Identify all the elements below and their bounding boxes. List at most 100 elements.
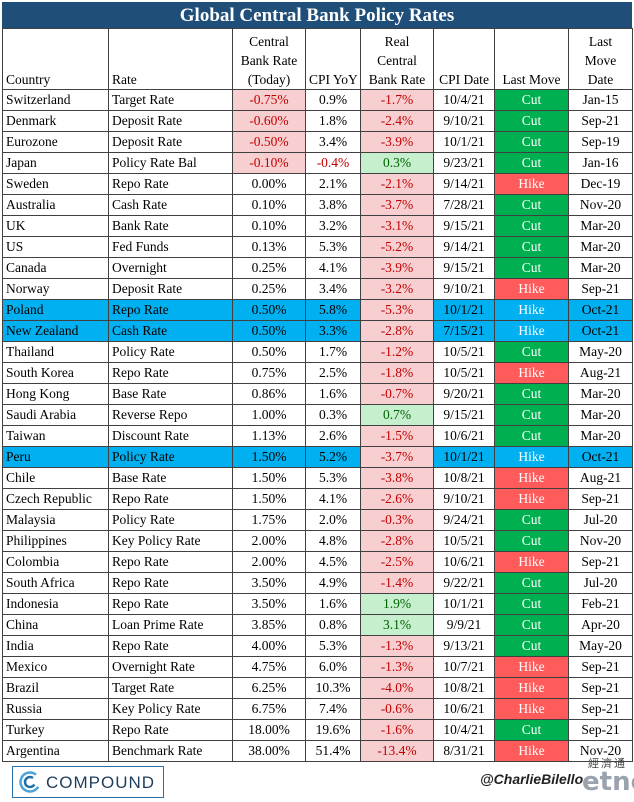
cell-cpi: 0.9% xyxy=(305,89,361,111)
cell-real-rate: -2.1% xyxy=(360,173,434,195)
cell-cb-rate: 0.50% xyxy=(232,299,306,321)
cell-last-move: Hike xyxy=(494,677,569,699)
cell-country: US xyxy=(2,236,109,258)
cell-country: Indonesia xyxy=(2,593,109,615)
cell-last-move-date: Sep-21 xyxy=(568,110,633,132)
table-row: New Zealand Cash Rate 0.50% 3.3% -2.8% 7/15/2… xyxy=(2,320,633,342)
cell-country: Thailand xyxy=(2,341,109,363)
cell-last-move: Hike xyxy=(494,446,569,468)
cell-last-move-date: Dec-19 xyxy=(568,173,633,195)
cell-country: India xyxy=(2,635,109,657)
cell-last-move-date: Mar-20 xyxy=(568,404,633,426)
col-header-cb-rate: Central Bank Rate (Today) xyxy=(232,28,306,90)
table-row: Switzerland Target Rate -0.75% 0.9% -1.7% 10/… xyxy=(2,89,633,111)
cell-cb-rate: 38.00% xyxy=(232,740,306,762)
cell-last-move-date: Sep-21 xyxy=(568,719,633,741)
cell-rate: Deposit Rate xyxy=(108,110,233,132)
table-row: Colombia Repo Rate 2.00% 4.5% -2.5% 10/6/21 Hi… xyxy=(2,551,633,573)
cell-rate: Reverse Repo xyxy=(108,404,233,426)
cell-cpi: 0.8% xyxy=(305,614,361,636)
cell-real-rate: -1.7% xyxy=(360,89,434,111)
cell-last-move-date: Aug-21 xyxy=(568,467,633,489)
cell-last-move: Hike xyxy=(494,278,569,300)
cell-last-move-date: Jul-20 xyxy=(568,509,633,531)
cell-real-rate: -3.1% xyxy=(360,215,434,237)
cell-last-move-date: May-20 xyxy=(568,635,633,657)
cell-real-rate: -2.8% xyxy=(360,320,434,342)
cell-country: Norway xyxy=(2,278,109,300)
cell-last-move: Cut xyxy=(494,215,569,237)
table-row: Eurozone Deposit Rate -0.50% 3.4% -3.9% 10/1/… xyxy=(2,131,633,153)
cell-last-move: Cut xyxy=(494,719,569,741)
cell-rate: Discount Rate xyxy=(108,425,233,447)
cell-cpi-date: 10/6/21 xyxy=(433,425,495,447)
cell-last-move: Cut xyxy=(494,530,569,552)
cell-real-rate: 0.3% xyxy=(360,152,434,174)
cell-real-rate: -2.4% xyxy=(360,110,434,132)
table-row: Turkey Repo Rate 18.00% 19.6% -1.6% 10/4/21 Cu… xyxy=(2,719,633,741)
col-header-cpi-date: CPI Date xyxy=(433,28,495,90)
cell-rate: Repo Rate xyxy=(108,173,233,195)
cell-rate: Repo Rate xyxy=(108,488,233,510)
cell-cpi-date: 9/10/21 xyxy=(433,278,495,300)
cell-cb-rate: 0.25% xyxy=(232,278,306,300)
cell-last-move: Cut xyxy=(494,404,569,426)
cell-cpi-date: 9/15/21 xyxy=(433,404,495,426)
cell-cpi: 5.3% xyxy=(305,467,361,489)
cell-last-move: Hike xyxy=(494,551,569,573)
cell-cb-rate: 0.10% xyxy=(232,194,306,216)
cell-cpi-date: 7/28/21 xyxy=(433,194,495,216)
cell-cb-rate: 1.75% xyxy=(232,509,306,531)
cell-last-move-date: Oct-21 xyxy=(568,320,633,342)
cell-rate: Deposit Rate xyxy=(108,131,233,153)
cell-cpi-date: 9/23/21 xyxy=(433,152,495,174)
cell-cb-rate: -0.10% xyxy=(232,152,306,174)
cell-rate: Base Rate xyxy=(108,383,233,405)
cell-cpi-date: 9/15/21 xyxy=(433,257,495,279)
col-header-real-line2: Central xyxy=(377,53,417,68)
cell-cb-rate: 0.00% xyxy=(232,173,306,195)
table-row: Sweden Repo Rate 0.00% 2.1% -2.1% 9/14/21 Hike… xyxy=(2,173,633,195)
cell-last-move: Cut xyxy=(494,509,569,531)
table-row: Indonesia Repo Rate 3.50% 1.6% 1.9% 10/1/21 Cu… xyxy=(2,593,633,615)
cell-country: Peru xyxy=(2,446,109,468)
cell-cb-rate: 1.50% xyxy=(232,467,306,489)
cell-cpi: 10.3% xyxy=(305,677,361,699)
cell-cpi-date: 10/8/21 xyxy=(433,677,495,699)
cell-rate: Overnight Rate xyxy=(108,656,233,678)
cell-country: China xyxy=(2,614,109,636)
table-row: Denmark Deposit Rate -0.60% 1.8% -2.4% 9/10/2… xyxy=(2,110,633,132)
cell-last-move-date: Sep-21 xyxy=(568,656,633,678)
cell-rate: Key Policy Rate xyxy=(108,698,233,720)
compound-logo: COMPOUND xyxy=(12,766,164,798)
cell-cpi: 51.4% xyxy=(305,740,361,762)
cell-last-move: Hike xyxy=(494,467,569,489)
cell-country: Sweden xyxy=(2,173,109,195)
col-header-lmd-line1: Last xyxy=(588,34,613,49)
cell-rate: Repo Rate xyxy=(108,635,233,657)
cell-cb-rate: 0.50% xyxy=(232,320,306,342)
cell-country: Canada xyxy=(2,257,109,279)
col-header-cpi: CPI YoY xyxy=(305,28,361,90)
cell-cb-rate: 1.00% xyxy=(232,404,306,426)
col-header-lmd-line3: Date xyxy=(587,72,614,87)
cell-real-rate: 0.7% xyxy=(360,404,434,426)
col-header-country: Country xyxy=(2,28,109,90)
cell-cpi-date: 9/10/21 xyxy=(433,488,495,510)
cell-last-move-date: Jan-15 xyxy=(568,89,633,111)
cell-cpi-date: 10/8/21 xyxy=(433,467,495,489)
cell-last-move: Cut xyxy=(494,572,569,594)
cell-cb-rate: 2.00% xyxy=(232,530,306,552)
cell-last-move-date: Sep-21 xyxy=(568,677,633,699)
cell-last-move: Hike xyxy=(494,488,569,510)
cell-cb-rate: 3.85% xyxy=(232,614,306,636)
cell-cpi: 4.9% xyxy=(305,572,361,594)
cell-country: Mexico xyxy=(2,656,109,678)
col-header-last-move-date: Last Move Date xyxy=(568,28,633,90)
cell-rate: Policy Rate Bal xyxy=(108,152,233,174)
cell-last-move: Hike xyxy=(494,173,569,195)
cell-country: Taiwan xyxy=(2,425,109,447)
cell-real-rate: -3.2% xyxy=(360,278,434,300)
cell-last-move-date: Mar-20 xyxy=(568,215,633,237)
cell-rate: Base Rate xyxy=(108,467,233,489)
